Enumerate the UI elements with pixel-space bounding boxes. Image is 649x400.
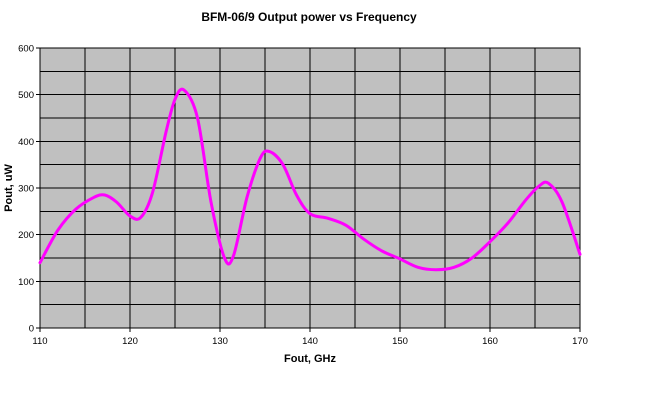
y-tick-label: 100 [18,277,34,288]
tick-labels: 110 120 130 140 150 160 170 0 100 200 300 400 500 600 [18,44,588,348]
y-tick-label: 200 [18,230,34,241]
chart-title: BFM-06/9 Output power vs Frequency [201,10,417,24]
y-tick-label: 600 [18,44,34,55]
x-tick-label: 170 [572,336,588,347]
x-tick-label: 130 [212,336,228,347]
grid-lines [36,47,581,332]
x-tick-label: 150 [392,336,408,347]
y-tick-label: 400 [18,137,34,148]
x-tick-label: 140 [302,336,318,347]
x-axis-label: Fout, GHz [284,353,336,365]
y-axis-label: Pout, uW [3,164,15,212]
x-tick-label: 120 [122,336,138,347]
y-tick-label: 500 [18,90,34,101]
x-tick-label: 110 [32,336,47,347]
series-line [38,87,582,272]
x-tick-label: 160 [482,336,498,347]
y-tick-label: 300 [18,184,34,195]
y-tick-label: 0 [29,324,34,335]
